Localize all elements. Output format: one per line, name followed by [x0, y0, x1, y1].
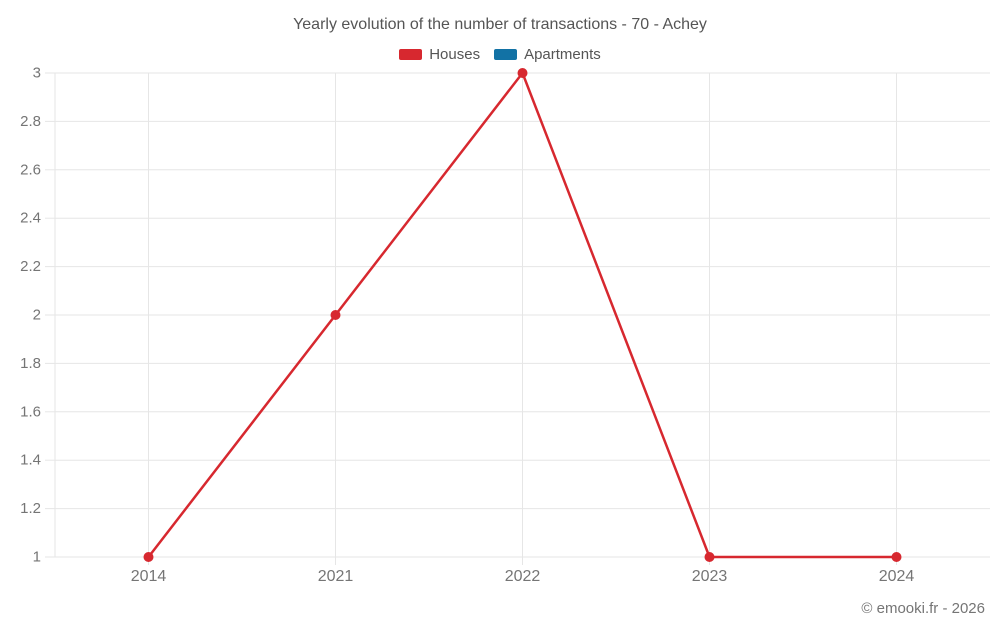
x-tick-label: 2023 [692, 568, 728, 585]
y-tick-label: 1.4 [20, 452, 41, 469]
y-tick-label: 2 [33, 307, 41, 324]
data-point-houses[interactable] [704, 552, 715, 562]
data-point-houses[interactable] [891, 552, 902, 562]
y-tick-label: 1.2 [20, 500, 41, 517]
y-tick-label: 2.6 [20, 161, 41, 178]
y-tick-label: 1 [33, 549, 41, 566]
y-tick-label: 1.6 [20, 403, 41, 420]
apartments-swatch-icon [494, 49, 518, 60]
data-point-houses[interactable] [330, 310, 341, 320]
x-tick-label: 2014 [131, 568, 167, 585]
data-point-houses[interactable] [143, 552, 154, 562]
x-tick-label: 2021 [318, 568, 354, 585]
legend-label-houses: Houses [429, 46, 481, 63]
chart-footer-credit: © emooki.fr - 2026 [861, 600, 985, 617]
x-tick-label: 2022 [505, 568, 541, 585]
y-tick-label: 2.2 [20, 258, 41, 275]
chart-title: Yearly evolution of the number of transa… [293, 16, 707, 33]
y-tick-label: 3 [33, 65, 41, 82]
legend-item-houses[interactable]: Houses [399, 46, 480, 63]
y-tick-label: 2.4 [20, 210, 41, 227]
legend-label-apartments: Apartments [524, 46, 601, 63]
y-tick-label: 2.8 [20, 113, 41, 130]
y-tick-label: 1.8 [20, 355, 41, 372]
legend-item-apartments[interactable]: Apartments [494, 46, 601, 63]
data-point-houses[interactable] [517, 68, 528, 78]
chart-legend: Houses Apartments [0, 46, 1000, 63]
x-tick-label: 2024 [879, 568, 915, 585]
houses-swatch-icon [399, 49, 423, 60]
